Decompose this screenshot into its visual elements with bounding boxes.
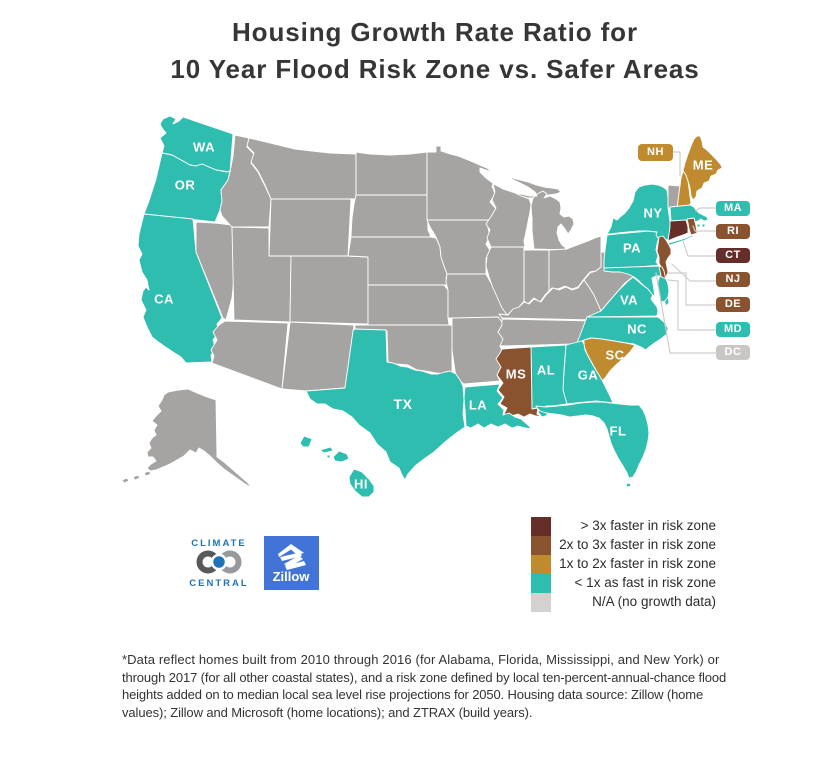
svg-text:CENTRAL: CENTRAL [189,578,248,589]
svg-text:CLIMATE: CLIMATE [191,538,247,549]
svg-text:Zillow: Zillow [273,569,311,584]
